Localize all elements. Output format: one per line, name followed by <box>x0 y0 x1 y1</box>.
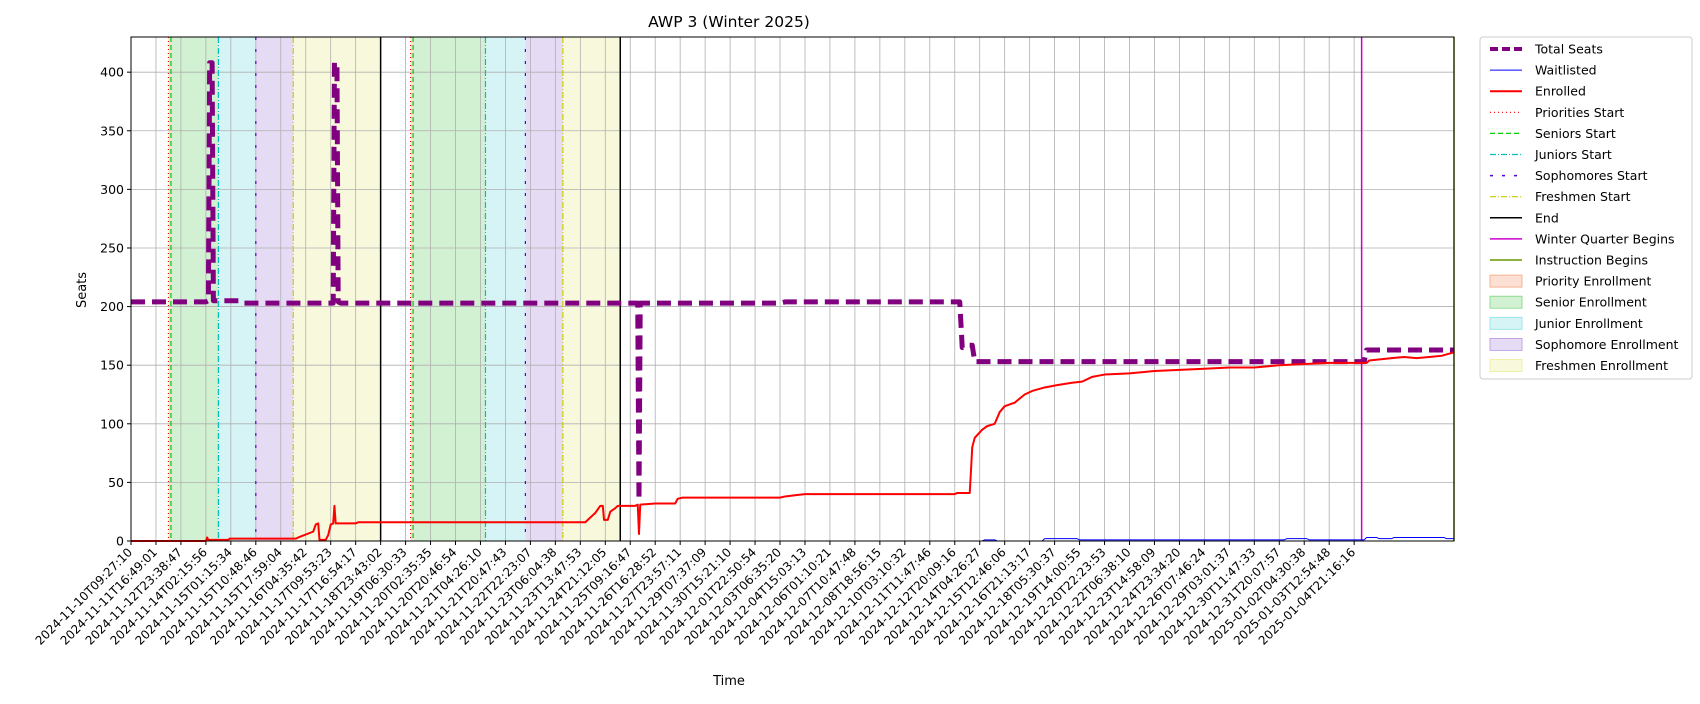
series-layer <box>131 60 1455 542</box>
x-ticks-layer: 2024-11-10T09:27:102024-11-11T16:49:0120… <box>33 541 1358 648</box>
phase-span-0-1 <box>410 37 414 541</box>
phase-span-3-1 <box>525 37 563 541</box>
grid-layer <box>130 37 1454 542</box>
y-ticks-layer: 0 50 100 150 200 250 300 350 400 <box>100 65 131 549</box>
legend-box <box>1479 36 1693 380</box>
legend-label-1: Waitlisted <box>1535 63 1597 78</box>
legend: Total Seats Waitlisted Enrolled Priorities … <box>1479 36 1693 380</box>
y-tick-label-2: 100 <box>100 416 124 431</box>
legend-label-5: Juniors Start <box>1534 147 1612 162</box>
legend-swatch-14 <box>1489 337 1523 351</box>
phase-span-3-0 <box>255 37 294 541</box>
legend-swatch-12 <box>1489 295 1523 309</box>
phase-span-4-1 <box>562 37 621 541</box>
y-tick-label-5: 250 <box>100 240 124 255</box>
legend-label-0: Total Seats <box>1534 42 1603 57</box>
phase-span-0-0 <box>168 37 171 541</box>
legend-label-6: Sophomores Start <box>1535 168 1648 183</box>
legend-swatch-11 <box>1489 274 1523 288</box>
legend-label-7: Freshmen Start <box>1535 189 1631 204</box>
y-tick-label-4: 200 <box>100 299 124 314</box>
legend-label-2: Enrolled <box>1535 84 1586 99</box>
series-line-0 <box>131 60 1454 503</box>
series-line-1 <box>131 536 1454 542</box>
plot-frame <box>130 36 1455 542</box>
legend-swatch-13 <box>1489 316 1523 330</box>
series-line-2 <box>131 351 1455 542</box>
legend-label-4: Seniors Start <box>1535 126 1616 141</box>
legend-label-10: Instruction Begins <box>1535 253 1648 268</box>
phase-span-2-0 <box>218 37 256 541</box>
legend-label-12: Senior Enrollment <box>1535 295 1647 310</box>
legend-label-11: Priority Enrollment <box>1535 274 1652 289</box>
phase-span-1-1 <box>413 37 486 541</box>
y-axis-label: Seats <box>75 272 90 308</box>
chart-title: AWP 3 (Winter 2025) <box>648 13 810 31</box>
y-tick-label-8: 400 <box>100 65 124 80</box>
legend-label-13: Junior Enrollment <box>1534 316 1643 331</box>
y-tick-label-7: 350 <box>100 123 124 138</box>
legend-label-14: Sophomore Enrollment <box>1535 337 1679 352</box>
phase-spans-layer <box>168 37 621 541</box>
y-tick-label-3: 150 <box>100 358 124 373</box>
legend-label-9: Winter Quarter Begins <box>1535 231 1675 246</box>
legend-label-3: Priorities Start <box>1535 105 1624 120</box>
y-tick-label-0: 0 <box>116 534 124 549</box>
y-tick-label-6: 300 <box>100 182 124 197</box>
legend-label-15: Freshmen Enrollment <box>1535 358 1668 373</box>
legend-swatch-15 <box>1489 359 1523 372</box>
legend-label-8: End <box>1535 210 1559 225</box>
x-axis-label: Time <box>712 674 745 689</box>
y-tick-label-1: 50 <box>108 475 124 490</box>
